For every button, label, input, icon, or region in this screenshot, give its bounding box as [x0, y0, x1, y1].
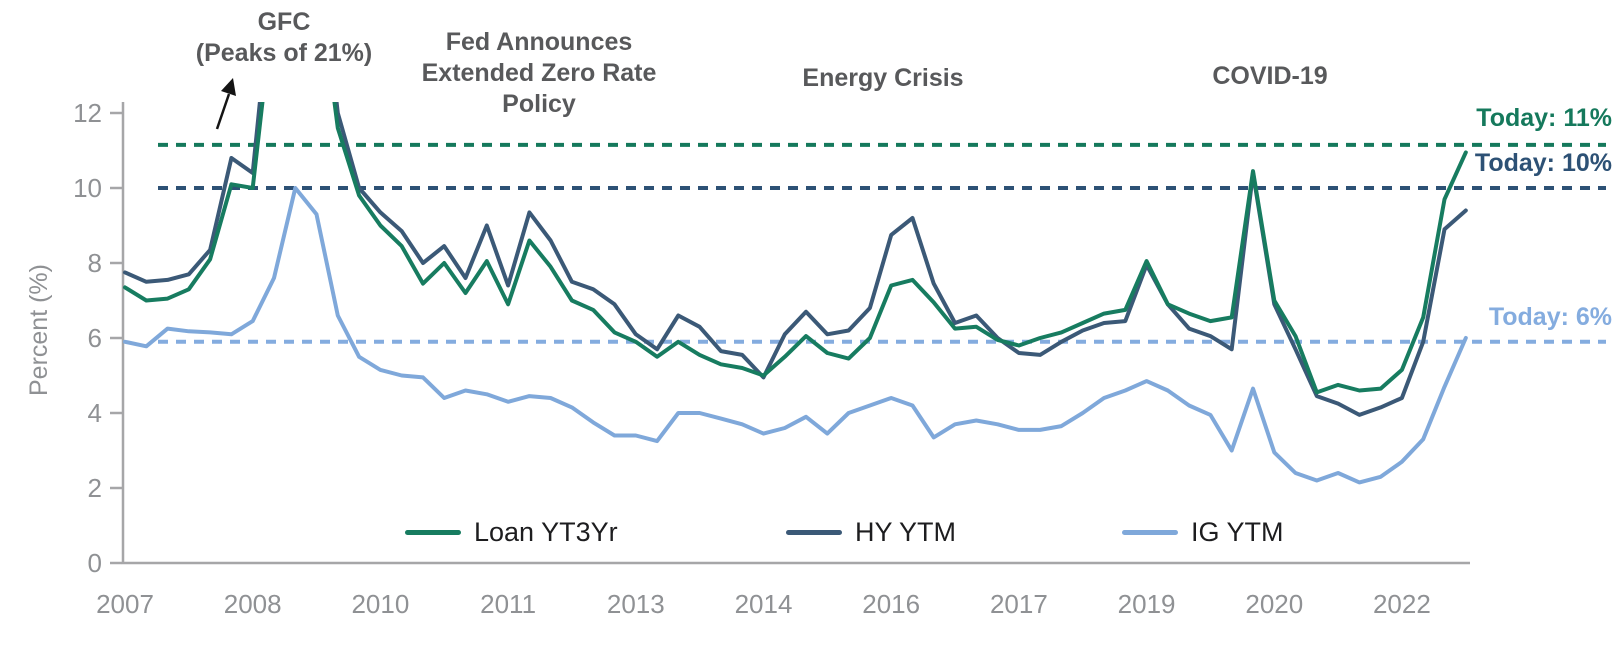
legend-label-loan-yt3yr: Loan YT3Yr	[474, 516, 618, 547]
y-axis-title: Percent (%)	[25, 264, 53, 396]
series-line-loan-yt3yr	[123, 102, 1468, 395]
legend-label-ig-ytm: IG YTM	[1191, 516, 1284, 547]
x-tick-label: 2017	[990, 589, 1048, 619]
x-tick-label: 2010	[351, 589, 409, 619]
annotation-covid-line1: COVID-19	[1212, 62, 1328, 90]
x-tick-label: 2008	[224, 589, 282, 619]
y-tick-label: 12	[73, 98, 102, 128]
x-tick-label: 2011	[480, 589, 536, 619]
y-tick-label: 0	[88, 548, 102, 578]
y-tick-label: 8	[88, 248, 102, 278]
annotation-fed-zero-rate: Fed Announces Extended Zero Rate Policy	[386, 27, 692, 120]
x-tick-label: 2019	[1118, 589, 1176, 619]
ig-ytm-swatch-icon	[1122, 529, 1178, 535]
legend-item-hy-ytm: HY YTM	[786, 516, 956, 548]
hy-ytm-swatch-icon	[786, 529, 842, 535]
x-tick-label: 2013	[607, 589, 665, 619]
annotation-fed-line1: Fed Announces	[445, 28, 633, 56]
y-tick-label: 6	[88, 323, 102, 353]
y-tick-label: 10	[73, 173, 102, 203]
legend-item-loan-yt3yr: Loan YT3Yr	[405, 516, 618, 548]
legend-label-hy-ytm: HY YTM	[855, 516, 957, 547]
annotation-fed-line2: Extended Zero Rate	[421, 59, 657, 87]
today-10-label: Today: 10%	[1474, 149, 1612, 177]
annotation-energy-line1: Energy Crisis	[802, 64, 964, 92]
annotation-energy-crisis: Energy Crisis	[733, 63, 1033, 94]
annotation-fed-line3: Policy	[502, 90, 576, 118]
y-tick-label: 2	[88, 473, 102, 503]
gfc-arrow-head-icon	[221, 78, 236, 96]
gfc-arrow-icon	[215, 93, 231, 130]
x-tick-label: 2020	[1245, 589, 1303, 619]
today-6-label: Today: 6%	[1488, 303, 1612, 331]
x-tick-label: 2016	[862, 589, 920, 619]
annotation-gfc: GFC (Peaks of 21%)	[134, 7, 434, 69]
axes	[121, 102, 1470, 565]
y-tick-label: 4	[88, 398, 102, 428]
x-tick-label: 2022	[1373, 589, 1431, 619]
x-tick-label: 2007	[96, 589, 154, 619]
series-line-hy-ytm	[123, 102, 1468, 417]
legend-item-ig-ytm: IG YTM	[1122, 516, 1284, 548]
x-tick-label: 2014	[735, 589, 793, 619]
series-line-ig-ytm	[123, 186, 1468, 485]
annotation-gfc-line1: GFC	[257, 8, 311, 36]
annotation-gfc-line2: (Peaks of 21%)	[195, 39, 373, 67]
today-11-label: Today: 11%	[1476, 104, 1612, 132]
loan-yt3yr-swatch-icon	[405, 529, 461, 535]
annotation-covid-19: COVID-19	[1120, 61, 1420, 92]
